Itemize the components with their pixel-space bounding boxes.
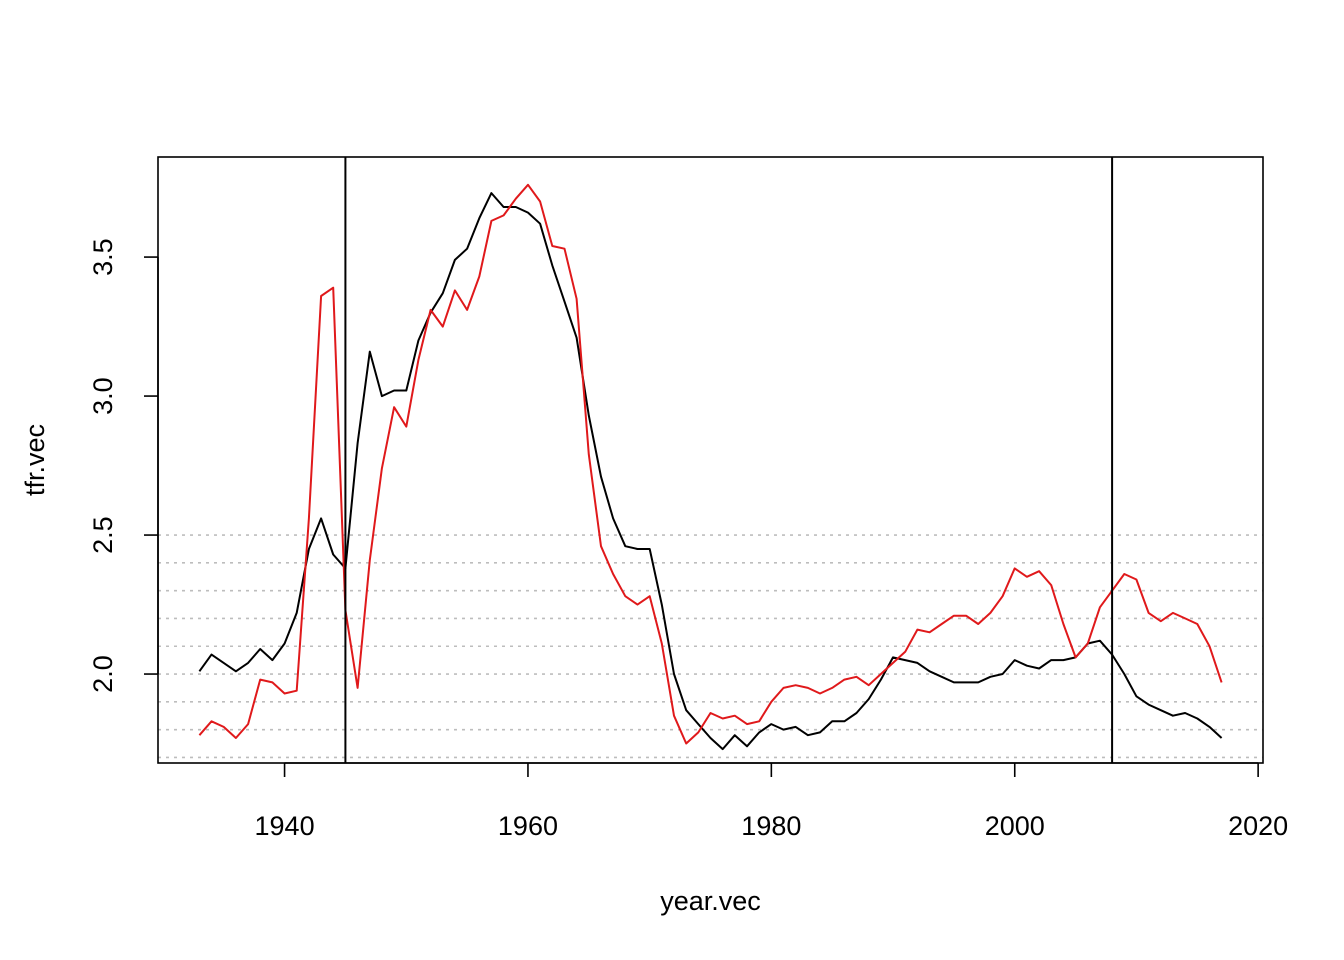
y-tick-label-2: 3.0 (88, 377, 118, 415)
x-axis-label: year.vec (660, 886, 761, 916)
x-axis: 1940 1960 1980 2000 2020 (255, 762, 1288, 841)
series-line-2 (198, 183, 1223, 745)
x-tick-label-0: 1940 (255, 811, 315, 841)
x-tick-label-2: 1980 (741, 811, 801, 841)
reference-vlines (344, 157, 1114, 763)
x-tick-label-4: 2020 (1228, 811, 1288, 841)
y-tick-label-0: 2.0 (88, 655, 118, 693)
series-line-1 (198, 192, 1223, 751)
y-tick-label-1: 2.5 (88, 516, 118, 554)
x-tick-label-3: 2000 (985, 811, 1045, 841)
x-tick-label-1: 1960 (498, 811, 558, 841)
y-axis: 2.0 2.5 3.0 3.5 (88, 238, 159, 693)
y-tick-label-3: 3.5 (88, 238, 118, 276)
reference-hlines (158, 534, 1263, 759)
y-axis-label: tfr.vec (20, 424, 50, 496)
series-group (198, 183, 1223, 751)
